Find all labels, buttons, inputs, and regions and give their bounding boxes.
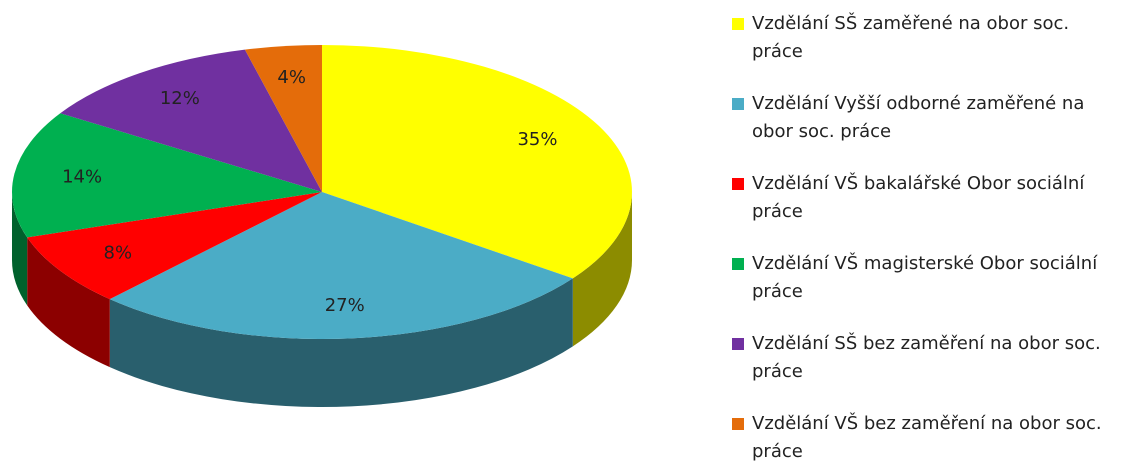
slice (109, 192, 573, 340)
legend-label: Vzdělání SŠ bez zaměření na obor soc. pr… (752, 333, 1101, 382)
legend-swatch (732, 98, 744, 110)
legend-swatch (732, 418, 744, 430)
legend-entry: Vzdělání SŠ zaměřené na obor soc. práce (732, 10, 1112, 66)
slice (60, 49, 322, 193)
legend: Vzdělání SŠ zaměřené na obor soc. práce V… (732, 10, 1112, 470)
legend-entry: Vzdělání VŠ bakalářské Obor sociální prá… (732, 170, 1112, 226)
legend-label: Vzdělání SŠ zaměřené na obor soc. práce (752, 13, 1070, 62)
slice (244, 45, 322, 192)
data-label: 4% (277, 67, 306, 88)
data-label: 14% (62, 167, 102, 188)
legend-swatch (732, 338, 744, 350)
data-label: 12% (160, 88, 200, 109)
legend-entry: Vzdělání Vyšší odborné zaměřené na obor … (732, 90, 1112, 146)
legend-swatch (732, 178, 744, 190)
data-label: 8% (104, 242, 133, 263)
slice (27, 192, 322, 300)
legend-label: Vzdělání VŠ magisterské Obor sociální pr… (752, 253, 1098, 302)
slice-side (572, 192, 632, 347)
legend-label: Vzdělání VŠ bez zaměření na obor soc. pr… (752, 413, 1102, 462)
legend-entry: Vzdělání VŠ bez zaměření na obor soc. pr… (732, 410, 1112, 466)
slice-side (11, 192, 28, 306)
legend-entry: Vzdělání SŠ bez zaměření na obor soc. pr… (732, 330, 1112, 386)
legend-swatch (732, 258, 744, 270)
legend-swatch (732, 18, 744, 30)
data-label: 27% (325, 295, 365, 316)
legend-label: Vzdělání Vyšší odborné zaměřené na obor … (752, 93, 1085, 142)
slice (11, 113, 323, 238)
legend-label: Vzdělání VŠ bakalářské Obor sociální prá… (752, 173, 1085, 222)
slice-side (27, 237, 110, 368)
slice-side (109, 278, 573, 408)
slice (322, 45, 632, 279)
legend-entry: Vzdělání VŠ magisterské Obor sociální pr… (732, 250, 1112, 306)
data-label: 35% (517, 129, 557, 150)
pie: 35% 27% 8% 14% 12% 4% (11, 45, 632, 408)
